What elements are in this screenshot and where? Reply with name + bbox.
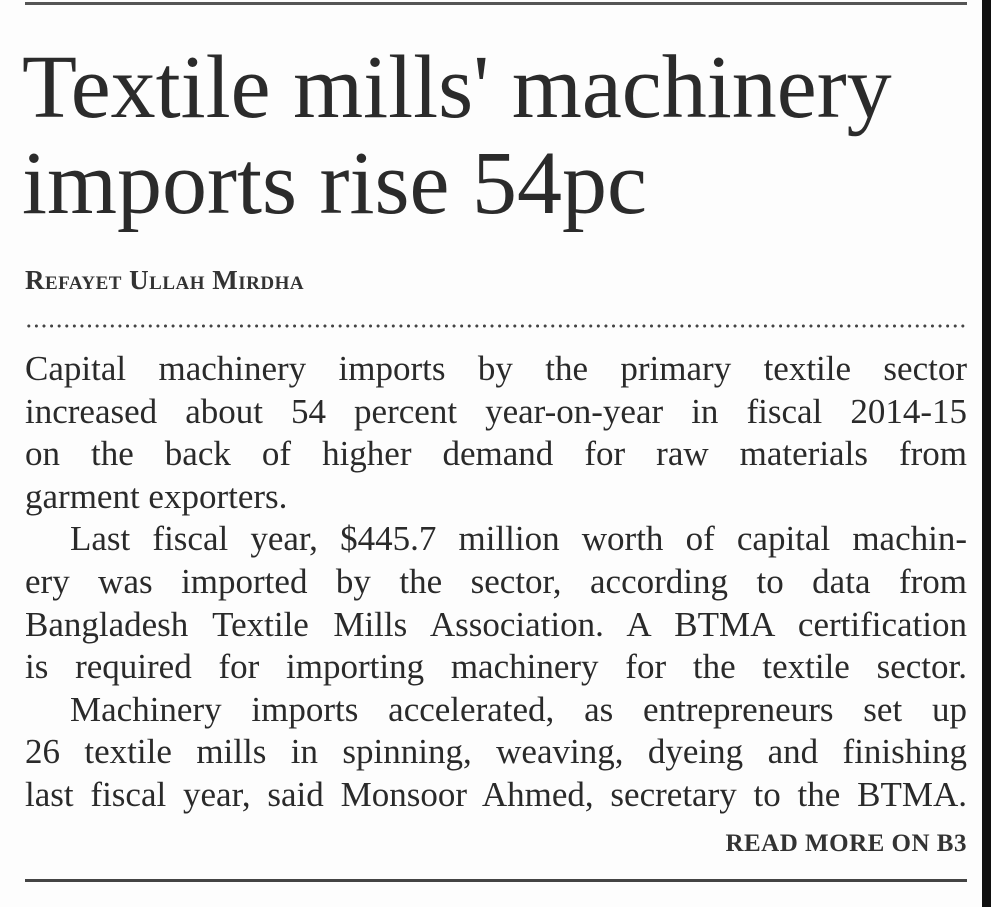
body-line: is required for importing machinery for …	[25, 647, 967, 687]
bottom-rule	[25, 879, 967, 882]
body-line: Last fiscal year, $445.7 million worth o…	[70, 519, 967, 559]
body-line: garment exporters.	[25, 476, 288, 516]
body-line: ery was imported by the sector, accordin…	[25, 561, 967, 601]
headline-line: Textile mills' machinery	[22, 38, 892, 137]
top-rule	[25, 2, 967, 5]
dotted-divider	[25, 324, 967, 328]
body-line: 26 textile mills in spinning, weaving, d…	[25, 732, 967, 772]
body-line: Bangladesh Textile Mills Association. A …	[25, 604, 967, 644]
body-line: Machinery imports accelerated, as entrep…	[70, 689, 967, 729]
body-line: increased about 54 percent year-on-year …	[25, 391, 967, 431]
body-line: last fiscal year, said Monsoor Ahmed, se…	[25, 774, 967, 814]
article-body: Capital machinery imports by the primary…	[25, 348, 967, 817]
body-line: Capital machinery imports by the primary…	[25, 349, 967, 388]
headline-line: imports rise 54pc	[22, 134, 647, 233]
body-line: on the back of higher demand for raw mat…	[25, 434, 967, 474]
read-more-link[interactable]: READ MORE ON B3	[725, 830, 967, 857]
headline: Textile mills' machinery imports rise 54…	[22, 40, 972, 232]
byline: Refayet Ullah Mirdha	[25, 265, 305, 295]
page-edge	[982, 0, 991, 907]
